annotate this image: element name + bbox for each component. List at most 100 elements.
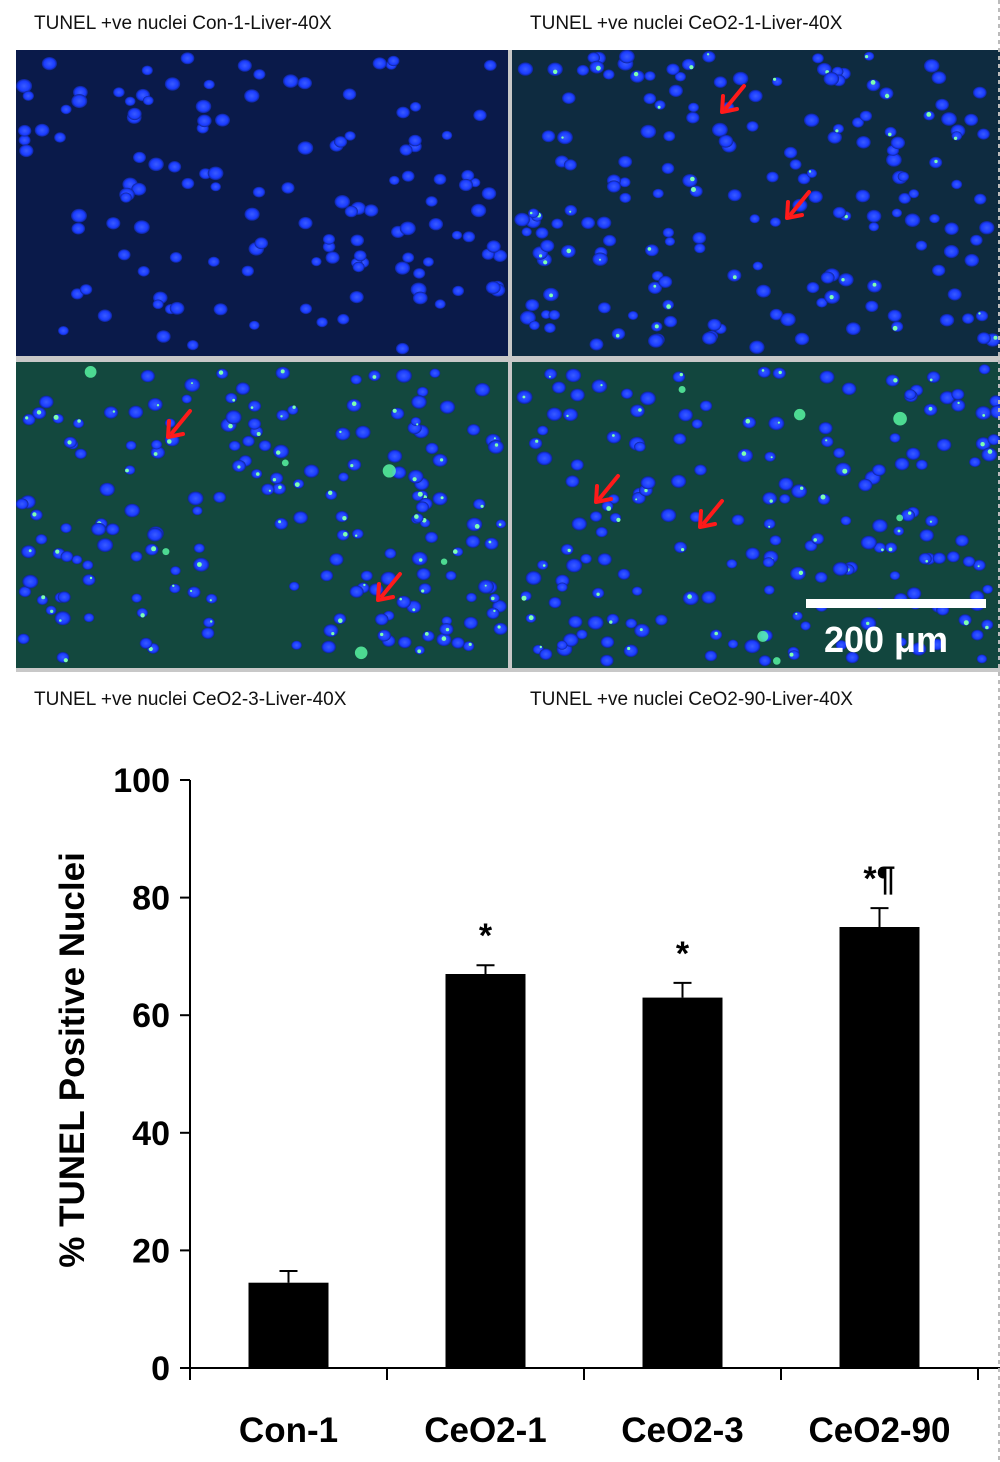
nucleus (441, 130, 453, 140)
nucleus (322, 234, 336, 245)
nucleus (600, 636, 615, 648)
nucleus (487, 440, 504, 454)
nucleus (244, 207, 260, 221)
nucleus (987, 434, 1000, 446)
tunel-signal (380, 632, 384, 637)
bars: * * *¶ (248, 860, 920, 1368)
nucleus (969, 457, 981, 468)
nucleus (465, 535, 481, 548)
nucleus (210, 182, 221, 192)
nucleus (142, 95, 154, 106)
nucleus (552, 381, 566, 394)
tunel-signal (494, 443, 499, 447)
nucleus (22, 574, 39, 589)
nucleus (401, 170, 415, 182)
tunel-signal (635, 498, 638, 501)
nucleus (137, 266, 150, 277)
x-tick-label: CeO2-3 (621, 1411, 744, 1450)
nucleus (140, 369, 155, 383)
y-tick-label: 40 (132, 1115, 170, 1153)
nucleus (451, 637, 465, 649)
tunel-signal (276, 450, 281, 455)
tunel-signal (338, 618, 343, 623)
nucleus (662, 227, 675, 238)
nucleus (576, 64, 590, 76)
tunel-signal (237, 465, 241, 469)
nucleus (591, 379, 608, 394)
nucleus (298, 216, 313, 230)
tunel-signal (278, 485, 282, 490)
nucleus (562, 92, 576, 104)
nucleus (334, 136, 348, 148)
nucleus (117, 249, 131, 261)
x-tick-label: CeO2-90 (808, 1411, 950, 1450)
nucleus (595, 526, 608, 538)
nucleus (701, 591, 717, 604)
nucleus (485, 281, 501, 294)
nucleus (971, 629, 984, 641)
nucleus (254, 237, 269, 250)
nucleus (835, 640, 848, 651)
nucleus (990, 405, 1000, 419)
nucleus (812, 53, 824, 64)
nucleus (181, 177, 195, 190)
nucleus (702, 331, 717, 345)
tunel-signal (566, 248, 572, 254)
nucleus (478, 579, 494, 594)
nucleus (546, 407, 563, 421)
tunel-signal (644, 488, 648, 493)
nucleus (975, 310, 989, 322)
nucleus (375, 613, 389, 626)
red-arrow-marker (166, 409, 192, 439)
tunel-signal (606, 506, 612, 511)
nucleus (978, 364, 991, 375)
nucleus (364, 204, 379, 217)
nucleus (832, 206, 847, 219)
nucleus (621, 388, 633, 399)
tunel-signal (522, 395, 526, 399)
nucleus (416, 386, 429, 397)
nucleus (944, 222, 959, 235)
nucleus (353, 250, 367, 262)
nucleus (97, 538, 114, 552)
tunel-signal (480, 504, 484, 508)
tunel-signal (561, 136, 564, 139)
tunel-signal (865, 55, 869, 59)
nucleus (915, 459, 928, 470)
tunel-signal (528, 615, 534, 621)
nucleus (606, 180, 621, 193)
nucleus (816, 297, 828, 308)
tunel-signal (987, 449, 993, 454)
nucleus (647, 281, 663, 294)
nucleus (410, 417, 422, 426)
nucleus (682, 174, 698, 188)
nucleus (352, 528, 364, 539)
nucleus (258, 440, 272, 452)
nucleus (688, 102, 699, 113)
tunel-signal (977, 565, 980, 568)
nucleus (576, 629, 588, 640)
nucleus (856, 136, 871, 149)
nucleus (827, 131, 842, 144)
nucleus (347, 458, 362, 471)
nucleus (19, 144, 34, 158)
nucleus (891, 321, 904, 332)
nucleus (570, 459, 584, 471)
red-arrow-marker (720, 84, 746, 114)
tunel-signal (647, 247, 652, 251)
nucleus (422, 630, 435, 642)
tunel-signal (412, 608, 416, 612)
nucleus (557, 130, 573, 145)
nucleus (766, 171, 779, 183)
nucleus (136, 607, 148, 618)
nucleus (596, 216, 612, 230)
nucleus (931, 71, 947, 85)
nucleus (207, 256, 220, 267)
nucleus (425, 196, 438, 207)
tunel-signal (539, 645, 542, 649)
nucleus (399, 144, 413, 156)
tunel-signal (421, 589, 425, 593)
tunel-signal (654, 324, 659, 329)
nucleus (868, 222, 880, 232)
tunel-signal (491, 596, 495, 601)
